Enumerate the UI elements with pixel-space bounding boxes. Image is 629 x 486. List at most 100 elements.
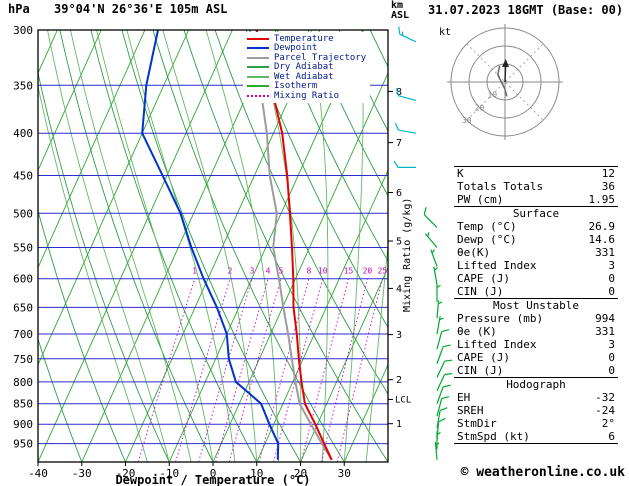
panel-row-label: Dewp (°C) (457, 233, 517, 246)
svg-text:10: 10 (250, 467, 263, 480)
wind-barb (436, 344, 451, 364)
temperature-curve (255, 30, 333, 461)
hodograph-ring-label: 20 (475, 104, 485, 113)
panel-row-value: 26.9 (588, 220, 616, 233)
hodograph-ring-label: 30 (462, 116, 472, 125)
svg-text:2: 2 (396, 375, 402, 386)
panel-row-value: 2° (601, 417, 615, 430)
legend-line-swatch (247, 56, 269, 59)
legend-line-swatch (247, 75, 269, 78)
panel-row-label: θe(K) (457, 246, 491, 259)
svg-text:5: 5 (396, 237, 402, 248)
wind-barb (436, 359, 453, 378)
panel-row-label: PW (cm) (457, 193, 504, 206)
panel-row-value: 36 (601, 180, 615, 193)
svg-text:25: 25 (378, 267, 388, 276)
wind-barb (394, 122, 417, 134)
panel-row-label: Totals Totals (457, 180, 544, 193)
panel-row-value: 3 (608, 259, 615, 272)
svg-text:-10: -10 (159, 467, 179, 480)
legend-line-swatch (247, 66, 269, 69)
lcl-marker: LCL (388, 395, 411, 405)
svg-text:300: 300 (13, 24, 33, 37)
panel-row: SREH -24 (454, 404, 618, 417)
wind-barbs (393, 26, 453, 460)
pressure-axis-unit: hPa (8, 2, 30, 16)
panel-row-label: K (457, 167, 464, 180)
legend-label: Mixing Ratio (274, 90, 340, 101)
panel-row: PW (cm) 1.95 (454, 193, 618, 206)
km-unit-label: km (391, 0, 404, 11)
panel-section-header: Most Unstable (492, 299, 580, 312)
panel-row-label: SREH (457, 404, 484, 417)
panel-row-value: 6 (608, 430, 615, 443)
svg-text:350: 350 (13, 79, 33, 92)
svg-text:15: 15 (344, 267, 354, 276)
panel-row: K 12 (454, 167, 618, 180)
panel-row: Pressure (mb) 994 (454, 312, 618, 325)
panel-row-label: CAPE (J) (457, 351, 510, 364)
panel-row: Lifted Index 3 (454, 338, 618, 351)
temperature-axis-labels: -40 -30 -20 -10 0 10 20 30 (28, 462, 351, 480)
svg-text:3: 3 (250, 267, 255, 276)
panel-section: Surface Temp (°C) 26.9 Dewp (°C) 14.6 θe(K) 33… (454, 206, 618, 298)
svg-text:850: 850 (13, 398, 33, 411)
svg-text:4: 4 (396, 284, 402, 295)
svg-text:6: 6 (396, 188, 402, 199)
datetime-label: 31.07.2023 18GMT (Base: 00) (428, 3, 624, 17)
svg-text:2: 2 (228, 267, 233, 276)
wet-adiabat-grid (38, 30, 388, 462)
panel-row: CAPE (J) 0 (454, 272, 618, 285)
panel-row: StmDir 2° (454, 417, 618, 430)
panel-row: EH -32 (454, 391, 618, 404)
station-title: 39°04'N 26°36'E 105m ASL (54, 2, 228, 16)
panel-row-value: 14.6 (588, 233, 616, 246)
hodograph-ring-label: 10 (487, 91, 497, 100)
svg-text:800: 800 (13, 376, 33, 389)
panel-row-label: Lifted Index (457, 259, 537, 272)
wind-barb (433, 266, 438, 285)
sounding-curves (141, 30, 333, 461)
panel-row: Lifted Index 3 (454, 259, 618, 272)
svg-text:20: 20 (363, 267, 373, 276)
storm-motion-arrow (504, 63, 507, 83)
panel-row-label: Temp (°C) (457, 220, 517, 233)
svg-text:0: 0 (210, 467, 217, 480)
panel-row: θe(K) 331 (454, 246, 618, 259)
height-axis: 1 2 3 4 5 6 7 8 (388, 87, 402, 430)
legend-item: Temperature (247, 34, 366, 44)
panel-section: Most Unstable Pressure (mb) 994 θe (K) 331 Li… (454, 298, 618, 377)
panel-row-value: 994 (595, 312, 615, 325)
wind-barb (436, 431, 441, 450)
mixing-ratio-lines (137, 278, 383, 462)
legend-label: Wet Adiabat (274, 71, 334, 82)
panel-section-header: Hodograph (506, 378, 566, 391)
wind-barb (436, 384, 451, 404)
panel-row: Dewp (°C) 14.6 (454, 233, 618, 246)
panel-row-value: -32 (595, 391, 615, 404)
svg-text:8: 8 (306, 267, 311, 276)
svg-text:750: 750 (13, 353, 33, 366)
mixing-ratio-labels: 1 2 3 4 5 8 10 15 20 25 (192, 267, 387, 276)
svg-text:600: 600 (13, 273, 33, 286)
wind-barb (430, 249, 438, 267)
wind-barb (395, 88, 417, 101)
wind-barb (424, 232, 438, 248)
panel-section-header: Surface (512, 207, 560, 220)
legend-label: Dry Adiabat (274, 62, 334, 73)
parcel-trajectory-curve (248, 30, 333, 461)
panel-row: CAPE (J) 0 (454, 351, 618, 364)
legend-label: Isotherm (274, 81, 318, 92)
wind-barb (436, 283, 441, 302)
panel-row: Totals Totals 36 (454, 180, 618, 193)
wind-barb (423, 207, 438, 228)
wind-barb (436, 407, 448, 429)
panel-row-value: 331 (595, 325, 615, 338)
hodograph-trace (497, 65, 508, 97)
panel-row-label: Pressure (mb) (457, 312, 544, 325)
wind-barb (393, 160, 416, 168)
svg-text:8: 8 (396, 87, 402, 98)
legend-item: Isotherm (247, 81, 366, 92)
